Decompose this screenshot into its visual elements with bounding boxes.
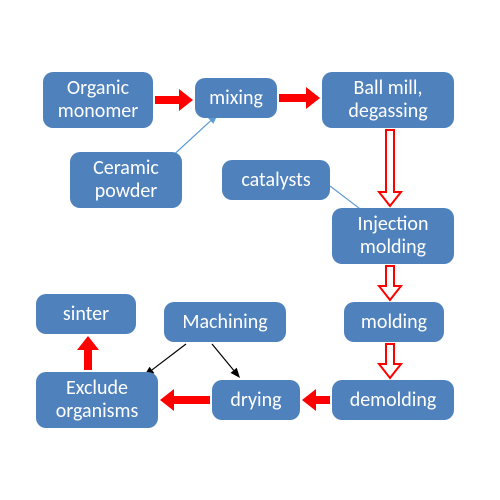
node-ballmill: Ball mill,degassing: [322, 72, 454, 128]
thin-arrow-line: [152, 344, 186, 370]
node-exclude: Excludeorganisms: [36, 372, 158, 428]
flowchart-canvas: Organicmonomer mixing Ball mill,degassing C…: [0, 0, 500, 500]
block-arrow: [77, 336, 99, 370]
block-arrow: [160, 389, 210, 411]
block-arrow: [279, 87, 320, 109]
node-molding: molding: [344, 302, 444, 342]
block-arrow: [155, 89, 193, 111]
node-demolding: demolding: [332, 380, 454, 420]
node-drying: drying: [212, 380, 300, 420]
node-catalysts: catalysts: [222, 160, 330, 200]
node-mixing: mixing: [195, 78, 277, 118]
block-arrow: [379, 266, 401, 300]
block-arrow: [302, 389, 330, 411]
thin-arrow-line: [212, 344, 234, 370]
node-machining: Machining: [164, 302, 286, 342]
node-sinter: sinter: [36, 294, 136, 334]
node-organic: Organicmonomer: [43, 72, 153, 128]
node-injection: Injectionmolding: [332, 208, 454, 264]
thin-arrow-head: [231, 368, 240, 378]
node-ceramic: Ceramicpowder: [70, 152, 182, 208]
block-arrow: [379, 344, 401, 378]
block-arrow: [379, 130, 401, 206]
